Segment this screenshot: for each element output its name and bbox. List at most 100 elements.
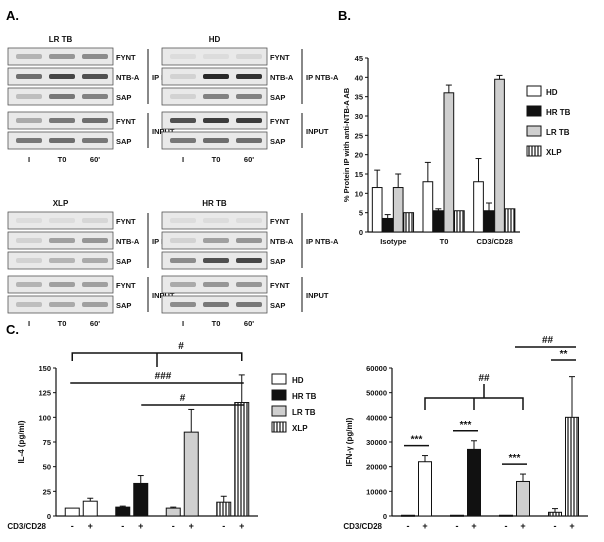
band-label: FYNT: [116, 117, 136, 126]
bar: [418, 461, 432, 517]
blot-band: [170, 74, 196, 79]
bar: [115, 506, 131, 517]
bar: [499, 514, 513, 517]
band-label: FYNT: [270, 281, 290, 290]
blot-band: [170, 218, 196, 223]
condition-label: +: [422, 521, 427, 531]
blot-band: [203, 74, 229, 79]
y-tick-label: 50: [43, 463, 51, 472]
bar: [82, 500, 98, 517]
western-blots: LR TB FYNT NTB-A SAP FYNT SAP IP NTB-A INPUT I T0…: [7, 35, 339, 328]
blot-band: [16, 218, 42, 223]
blot-band: [49, 54, 75, 59]
bar: [165, 507, 181, 517]
y-tick-label: 25: [43, 487, 51, 496]
legend-label: XLP: [292, 424, 308, 433]
blot-band: [16, 302, 42, 307]
condition-label: +: [138, 521, 143, 531]
blot-band: [170, 258, 196, 263]
band-label: SAP: [116, 137, 131, 146]
blot-band: [16, 258, 42, 263]
blot-band: [82, 138, 108, 143]
blot-hd: HD FYNT NTB-A SAP FYNT SAP IP NTB-A INPUT I T0 60': [161, 35, 339, 164]
blot-band: [236, 282, 262, 287]
blot-band: [203, 258, 229, 263]
y-tick-label: 30: [355, 112, 363, 121]
condition-label: -: [71, 521, 74, 531]
significance-label: ***: [509, 453, 521, 464]
legend-swatch: [271, 373, 287, 385]
panel-a-label: A.: [6, 8, 19, 23]
legend-swatch: [526, 85, 542, 97]
bar: [401, 514, 415, 517]
condition-label: -: [222, 521, 225, 531]
blot-title: HR TB: [202, 199, 227, 208]
blot-band: [49, 302, 75, 307]
significance-label: ##: [542, 335, 554, 346]
category-label: T0: [440, 237, 449, 246]
band-label: SAP: [116, 93, 131, 102]
band-label: FYNT: [270, 53, 290, 62]
condition-label: +: [88, 521, 93, 531]
legend-label: LR TB: [546, 128, 570, 137]
x-axis-label: CD3/CD28: [7, 522, 46, 531]
bar: [433, 210, 444, 233]
blot-title: LR TB: [49, 35, 73, 44]
bar: [64, 507, 80, 517]
bar: [403, 212, 415, 233]
blot-band: [49, 218, 75, 223]
blot-band: [170, 94, 196, 99]
y-tick-label: 45: [355, 54, 363, 63]
y-tick-label: 5: [359, 209, 363, 218]
blot-band: [203, 118, 229, 123]
band-label: NTB-A: [116, 237, 140, 246]
blot-band: [16, 118, 42, 123]
lane-label: T0: [58, 319, 67, 328]
legend-swatch: [271, 389, 287, 401]
band-label: SAP: [270, 93, 285, 102]
blot-band: [82, 282, 108, 287]
chart-c-il4: 0 25 50 75 100 125 150 IL-4 (pg/ml) - + - + - + - + CD3/…: [7, 341, 316, 531]
y-tick-label: 20: [355, 151, 363, 160]
input-label: INPUT: [152, 127, 175, 136]
band-label: NTB-A: [270, 73, 294, 82]
category-label: Isotype: [380, 237, 406, 246]
lane-label: 60': [90, 319, 100, 328]
lane-label: I: [28, 319, 30, 328]
y-axis-label: % Protein IP with anti-NTB-A AB: [342, 87, 351, 202]
y-tick-label: 50000: [366, 389, 387, 398]
blot-band: [170, 282, 196, 287]
bar: [443, 92, 455, 233]
blot-band: [49, 238, 75, 243]
category-label: CD3/CD28: [477, 237, 513, 246]
condition-label: +: [189, 521, 194, 531]
bar: [565, 416, 579, 517]
significance-label: #: [180, 393, 186, 404]
lane-label: T0: [58, 155, 67, 164]
blot-band: [203, 238, 229, 243]
band-label: FYNT: [116, 53, 136, 62]
blot-band: [16, 94, 42, 99]
lane-label: I: [28, 155, 30, 164]
panel-c-label: C.: [6, 322, 19, 337]
blot-band: [49, 282, 75, 287]
y-tick-label: 10: [355, 189, 363, 198]
legend-swatch: [271, 421, 287, 433]
significance-label: ###: [155, 371, 172, 382]
blot-band: [236, 138, 262, 143]
condition-label: -: [121, 521, 124, 531]
bar: [234, 402, 250, 517]
band-label: FYNT: [270, 217, 290, 226]
chart-c-ifng: 0 10000 20000 30000 40000 50000 60000 IFN-γ (pg…: [343, 335, 588, 531]
bar: [382, 217, 394, 233]
y-tick-label: 0: [47, 512, 51, 521]
significance-label: **: [560, 349, 568, 360]
blot-band: [82, 218, 108, 223]
bar: [183, 431, 199, 517]
legend-swatch: [526, 145, 542, 157]
lane-label: 60': [90, 155, 100, 164]
blot-band: [203, 218, 229, 223]
band-label: NTB-A: [270, 237, 294, 246]
blot-band: [203, 54, 229, 59]
